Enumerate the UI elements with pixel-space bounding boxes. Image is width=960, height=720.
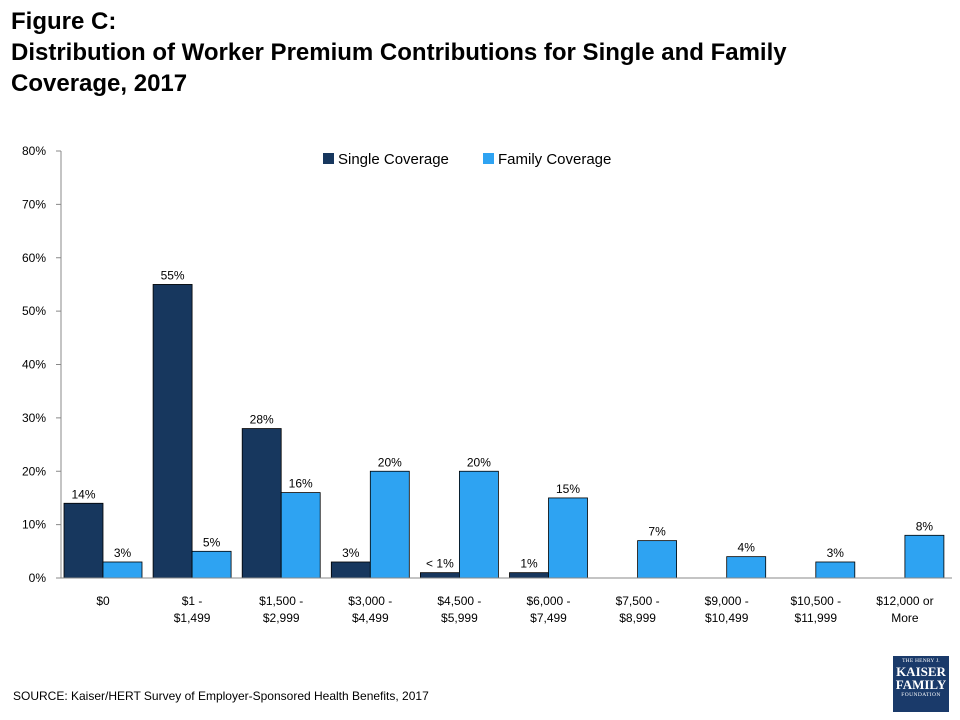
legend-label-family: Family Coverage <box>498 151 611 168</box>
bar-family-coverage <box>458 470 499 579</box>
x-tick-label: $0 <box>96 594 110 608</box>
data-label: 16% <box>289 477 313 491</box>
bar-single-coverage <box>241 428 282 579</box>
x-tick-label: $1,500 - <box>259 594 303 608</box>
bar-family-coverage <box>548 497 588 579</box>
x-tick-label: $4,499 <box>352 611 389 625</box>
logo-line-1: THE HENRY J. <box>902 658 940 664</box>
bar-single-coverage <box>419 572 460 579</box>
x-tick-label: $1 - <box>182 594 203 608</box>
chart-title: Figure C: Distribution of Worker Premium… <box>11 6 911 99</box>
x-tick-label: $3,000 - <box>348 594 392 608</box>
figure-label: Figure C: <box>11 8 117 35</box>
title-line-2: Coverage, 2017 <box>11 70 188 97</box>
data-label: 28% <box>250 413 274 427</box>
data-label: 1% <box>520 557 538 571</box>
y-tick-label: 80% <box>22 144 46 158</box>
y-tick-label: 0% <box>29 571 47 585</box>
bar-single-coverage <box>509 572 549 579</box>
logo-line-3: FAMILY <box>895 677 947 692</box>
data-label: 3% <box>342 546 360 560</box>
data-label: 15% <box>556 482 580 496</box>
bar-family-coverage <box>369 470 410 579</box>
x-tick-label: More <box>891 611 919 625</box>
data-label: 4% <box>738 541 756 555</box>
y-tick-label: 70% <box>22 197 46 211</box>
x-tick-label: $2,999 <box>263 611 300 625</box>
x-tick-label: $1,499 <box>174 611 211 625</box>
bar-single-coverage <box>330 561 371 579</box>
bar-family-coverage <box>102 561 143 579</box>
data-label: 3% <box>114 546 132 560</box>
bar-family-coverage <box>191 550 232 579</box>
x-tick-label: $9,000 - <box>705 594 749 608</box>
y-tick-label: 20% <box>22 464 46 478</box>
x-tick-label: $11,999 <box>795 611 838 625</box>
bar-family-coverage <box>280 492 321 579</box>
data-label: 5% <box>203 535 221 549</box>
data-label: 8% <box>916 519 934 533</box>
bar-family-coverage <box>815 561 856 579</box>
logo-line-4: FOUNDATION <box>901 692 941 698</box>
legend-swatch-single <box>323 153 334 164</box>
kff-logo: THE HENRY J. KAISER FAMILY FOUNDATION <box>893 656 949 712</box>
y-tick-label: 50% <box>22 304 46 318</box>
x-tick-label: $12,000 or <box>876 594 933 608</box>
data-label: 3% <box>827 546 845 560</box>
x-tick-label: $7,500 - <box>616 594 660 608</box>
bar-single-coverage <box>63 502 104 579</box>
x-tick-label: $7,499 <box>530 611 567 625</box>
x-tick-label: $8,999 <box>619 611 656 625</box>
y-tick-label: 60% <box>22 251 46 265</box>
source-note: SOURCE: Kaiser/HERT Survey of Employer-S… <box>13 689 429 703</box>
x-tick-label: $6,000 - <box>526 594 570 608</box>
bar-single-coverage <box>152 284 193 579</box>
title-line-1: Distribution of Worker Premium Contribut… <box>11 39 787 66</box>
bar-family-coverage <box>904 534 945 579</box>
x-tick-label: $5,999 <box>441 611 478 625</box>
bar-family-coverage <box>637 540 677 579</box>
y-tick-label: 10% <box>22 518 46 532</box>
y-tick-label: 30% <box>22 411 46 425</box>
data-label: 7% <box>648 525 666 539</box>
y-tick-label: 40% <box>22 358 46 372</box>
data-label: 14% <box>71 487 95 501</box>
bar-family-coverage <box>726 556 767 579</box>
data-label: 55% <box>161 268 185 282</box>
data-label: < 1% <box>426 557 454 571</box>
x-tick-label: $10,500 - <box>790 594 841 608</box>
legend-label-single: Single Coverage <box>338 151 449 168</box>
data-label: 20% <box>467 455 491 469</box>
data-label: 20% <box>378 455 402 469</box>
x-tick-label: $10,499 <box>705 611 749 625</box>
logo-line-2: KAISER <box>896 664 946 679</box>
legend-swatch-family <box>483 153 494 164</box>
x-tick-label: $4,500 - <box>437 594 481 608</box>
